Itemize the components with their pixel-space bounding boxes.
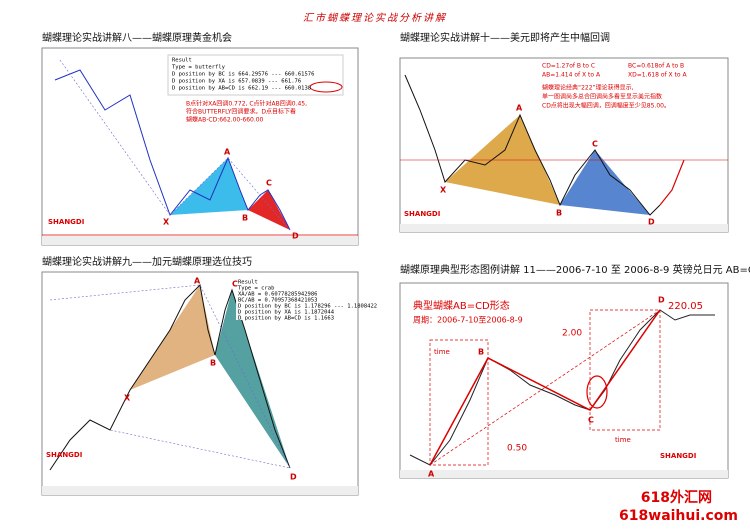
point-label: X xyxy=(163,218,170,227)
result-line: BC/AB = 0.70957368421053 xyxy=(238,298,317,304)
point-label: C xyxy=(592,140,598,149)
chart-4 xyxy=(399,282,729,479)
ratio: 2.00 xyxy=(562,329,582,339)
result-line: XA/AB = 0.60778285942986 xyxy=(238,292,317,298)
result-line: D position by AB=CD is 1.1663 xyxy=(238,316,334,322)
note: 蝴蝶理论经典“222”理论获得显示, xyxy=(542,84,634,92)
ratio: 0.50 xyxy=(507,444,527,454)
note: B点针对XA回调0.772, C点针对AB回调0.45, xyxy=(186,100,307,108)
point-label: X xyxy=(124,394,131,403)
point-label: D xyxy=(292,232,299,241)
point-label: A xyxy=(428,470,435,479)
result-line: D position by BC is 664.29576 --- 660.61… xyxy=(172,72,314,78)
note: CD点将出现大幅回调，回调幅度至少见85.00。 xyxy=(542,102,670,110)
note: BC=0.618of A to B xyxy=(628,63,684,70)
point-label: B xyxy=(242,214,248,223)
point-label: C xyxy=(266,179,272,188)
point-label: A xyxy=(516,104,523,113)
note: 符合BUTTERFLY回调要求。D点目标下看 xyxy=(186,108,296,116)
result-line: Result xyxy=(172,58,192,64)
note: 周期：2006-7-10至2006-8-9 xyxy=(413,316,523,325)
page-title: 汇市蝴蝶理论实战分析讲解 xyxy=(303,12,447,24)
note: AB=1.414 of X to A xyxy=(542,72,601,79)
logo: SHANGDI xyxy=(46,451,82,459)
point-label: A xyxy=(224,148,231,157)
watermark-name: 618外汇网 xyxy=(641,489,712,506)
point-label: B xyxy=(210,359,216,368)
panel-title: 蝴蝶原理典型形态图例讲解 11——2006-7-10 至 2006-8-9 英镑… xyxy=(400,263,750,276)
point-label: A xyxy=(194,277,201,286)
panel-title: 蝴蝶理论实战讲解十——美元即将产生中幅回调 xyxy=(400,31,610,44)
price-label: 220.05 xyxy=(668,301,703,312)
result-line: D position by AB=CD is 662.19 --- 660.01… xyxy=(172,86,311,92)
panel-title: 蝴蝶理论实战讲解九——加元蝴蝶原理选位技巧 xyxy=(42,255,252,268)
time-label: time xyxy=(615,436,631,444)
result-line: D position by XA is 657.0839 --- 661.76 xyxy=(172,79,301,85)
point-label: B xyxy=(556,209,562,218)
note: CD=1.27of B to C xyxy=(542,63,595,70)
point-label: C xyxy=(588,416,594,425)
logo: SHANGDI xyxy=(660,452,696,460)
result-line: D position by BC is 1.178296 --- 1.18084… xyxy=(238,304,377,310)
note: XD=1.618 of X to A xyxy=(628,72,687,79)
point-label: B xyxy=(478,348,484,357)
watermark-url: 618waihui.com xyxy=(619,508,738,524)
chart-3 xyxy=(41,271,359,496)
note: 蝴蝶AB-CD:662.00-660.00 xyxy=(186,116,264,124)
logo: SHANGDI xyxy=(48,218,84,226)
note: 单一图调尚多总合回调尚多看至显示美元指数 xyxy=(542,93,662,101)
logo: SHANGDI xyxy=(404,210,440,218)
point-label: X xyxy=(440,186,447,195)
time-label: time xyxy=(434,348,450,356)
result-line: Type = butterfly xyxy=(172,65,226,71)
point-label: D xyxy=(658,296,665,305)
result-line: Type = crab xyxy=(238,286,274,292)
chart-1 xyxy=(41,47,359,246)
note: 典型蝴蝶AB=CD形态 xyxy=(413,299,510,312)
result-line: D position by XA is 1.1872044 xyxy=(238,310,335,316)
point-label: C xyxy=(232,280,238,289)
panel-title: 蝴蝶理论实战讲解八——蝴蝶原理黄金机会 xyxy=(42,31,232,44)
point-label: D xyxy=(290,473,297,482)
point-label: D xyxy=(648,218,655,227)
result-line: Result xyxy=(238,280,258,286)
chart-2 xyxy=(399,57,729,233)
